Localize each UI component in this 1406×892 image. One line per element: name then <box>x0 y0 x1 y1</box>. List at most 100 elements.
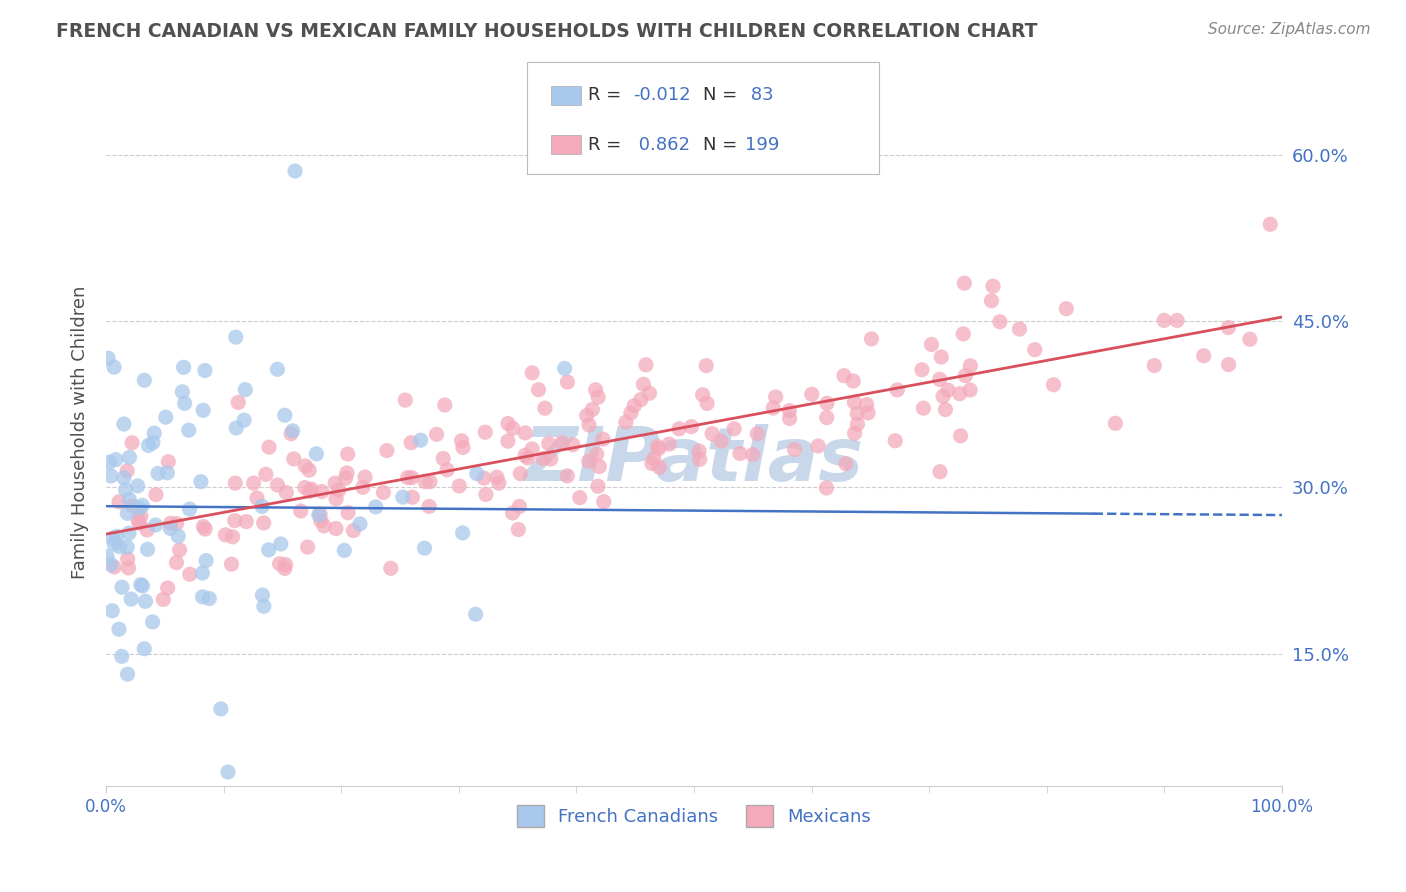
Point <box>509 467 531 481</box>
Point <box>305 447 328 461</box>
Point <box>325 522 347 536</box>
Point <box>401 490 423 504</box>
Point <box>832 368 855 383</box>
Point <box>97 351 120 366</box>
Point <box>959 383 981 397</box>
Point <box>214 528 236 542</box>
Point <box>129 577 152 591</box>
Point <box>221 558 243 572</box>
Point <box>117 552 139 566</box>
Point <box>120 592 142 607</box>
Point <box>929 465 952 479</box>
Point <box>134 373 156 387</box>
Point <box>592 432 614 446</box>
Point <box>842 374 865 388</box>
Point <box>194 522 217 536</box>
Point <box>1218 358 1240 372</box>
Point <box>105 529 128 543</box>
Point <box>127 479 149 493</box>
Point <box>190 475 212 489</box>
Point <box>179 502 201 516</box>
Point <box>934 402 956 417</box>
Point <box>1008 322 1031 336</box>
Point <box>156 581 179 595</box>
Point <box>800 387 823 401</box>
Point <box>98 455 121 469</box>
Point <box>118 526 141 541</box>
Point <box>855 398 877 412</box>
Point <box>143 426 166 441</box>
Point <box>472 471 495 485</box>
Point <box>157 455 180 469</box>
Point <box>551 435 574 450</box>
Point <box>194 363 217 377</box>
Point <box>1042 377 1064 392</box>
Point <box>527 383 550 397</box>
Point <box>515 425 537 440</box>
Point <box>741 448 763 462</box>
Text: N =: N = <box>703 136 742 153</box>
Text: R =: R = <box>588 136 627 153</box>
Point <box>936 383 959 397</box>
Point <box>641 457 664 471</box>
Point <box>108 495 131 509</box>
Point <box>294 458 316 473</box>
Point <box>335 471 357 485</box>
Point <box>710 434 733 448</box>
Point <box>191 566 214 580</box>
Point <box>224 514 246 528</box>
Point <box>588 459 610 474</box>
Text: FRENCH CANADIAN VS MEXICAN FAMILY HOUSEHOLDS WITH CHILDREN CORRELATION CHART: FRENCH CANADIAN VS MEXICAN FAMILY HOUSEH… <box>56 22 1038 41</box>
Point <box>522 366 544 380</box>
Point <box>647 442 669 456</box>
Point <box>269 557 291 571</box>
Point <box>586 390 609 404</box>
Point <box>419 475 441 489</box>
Point <box>299 482 322 496</box>
Point <box>309 507 332 521</box>
Point <box>949 386 972 401</box>
Point <box>815 481 838 495</box>
Point <box>928 372 950 386</box>
Point <box>401 470 423 484</box>
Point <box>233 383 256 397</box>
Point <box>488 476 510 491</box>
Point <box>311 484 333 499</box>
Point <box>981 279 1004 293</box>
Point <box>290 504 312 518</box>
Point <box>658 437 681 451</box>
Point <box>209 702 232 716</box>
Point <box>134 594 156 608</box>
Point <box>578 417 600 432</box>
Point <box>349 516 371 531</box>
Point <box>688 444 710 458</box>
Point <box>173 360 195 375</box>
Point <box>623 399 645 413</box>
Point <box>100 558 122 572</box>
Point <box>312 518 335 533</box>
Point <box>464 607 486 622</box>
Point <box>932 389 955 403</box>
Point <box>723 422 745 436</box>
Point <box>557 375 579 389</box>
Point <box>815 396 838 410</box>
Point <box>266 478 288 492</box>
Point <box>177 423 200 437</box>
Point <box>235 515 257 529</box>
Point <box>807 439 830 453</box>
Point <box>585 383 607 397</box>
Text: 199: 199 <box>745 136 779 153</box>
Point <box>630 392 652 407</box>
Point <box>516 450 538 465</box>
Point <box>953 276 976 290</box>
Text: N =: N = <box>703 87 742 104</box>
Point <box>537 436 560 450</box>
Point <box>101 531 124 545</box>
Point <box>136 542 159 557</box>
Point <box>700 426 723 441</box>
Point <box>333 543 356 558</box>
Point <box>325 491 347 506</box>
Point <box>134 641 156 656</box>
Point <box>152 592 174 607</box>
Point <box>115 540 138 554</box>
